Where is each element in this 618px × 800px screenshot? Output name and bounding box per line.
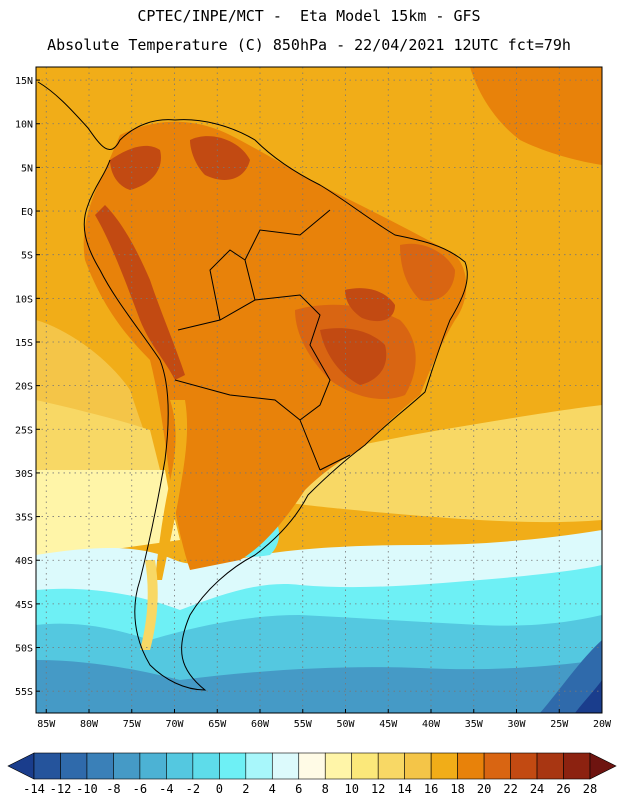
- lat-tick-label: 10N: [15, 120, 33, 131]
- colorbar-segment: [271, 752, 300, 780]
- lon-tick-label: 35W: [465, 719, 484, 730]
- colorbar-segment: [192, 752, 220, 780]
- map-title-line-2: Absolute Temperature (C) 850hPa - 22/04/…: [47, 36, 571, 54]
- colorbar-segment: [404, 752, 432, 780]
- colorbar-tick-label: 18: [450, 782, 464, 796]
- lon-tick-label: 65W: [208, 719, 227, 730]
- lon-tick-label: 45W: [379, 719, 398, 730]
- lon-tick-label: 85W: [37, 719, 56, 730]
- lat-tick-label: EQ: [21, 207, 33, 218]
- lon-tick-label: 30W: [507, 719, 526, 730]
- colorbar-tick-label: 4: [269, 782, 276, 796]
- lat-tick-label: 45S: [15, 600, 33, 611]
- lon-tick-label: 75W: [123, 719, 142, 730]
- colorbar-tick-label: -6: [133, 782, 147, 796]
- colorbar-segment: [60, 752, 88, 780]
- colorbar-segment: [457, 752, 485, 780]
- lon-tick-label: 60W: [251, 719, 270, 730]
- colorbar-tick-label: -12: [50, 782, 72, 796]
- colorbar-arrow-max: [589, 752, 617, 780]
- colorbar-segment: [430, 752, 458, 780]
- colorbar-segment: [113, 752, 141, 780]
- lon-tick-label: 40W: [422, 719, 441, 730]
- lon-tick-label: 50W: [336, 719, 355, 730]
- lat-lon-grid: [36, 67, 602, 713]
- colorbar-tick-label: 20: [477, 782, 491, 796]
- lon-tick-label: 55W: [294, 719, 313, 730]
- lat-tick-label: 55S: [15, 687, 33, 698]
- colorbar-tick-label: -8: [106, 782, 120, 796]
- lat-tick-label: 5S: [21, 251, 33, 262]
- colorbar-segment: [510, 752, 538, 780]
- colorbar-segment: [536, 752, 564, 780]
- lat-tick-label: 5N: [21, 163, 33, 174]
- colorbar-segment: [324, 752, 353, 780]
- lat-tick-label: 15N: [15, 76, 33, 87]
- colorbar-segment: [139, 752, 167, 780]
- colorbar-tick-label: 26: [556, 782, 570, 796]
- colorbar-tick-label: 6: [295, 782, 302, 796]
- colorbar-tick-label: -14: [23, 782, 45, 796]
- lat-tick-label: 15S: [15, 338, 33, 349]
- colorbar-segment: [563, 752, 591, 780]
- colorbar-segment: [298, 752, 326, 780]
- colorbar-tick-label: -2: [186, 782, 200, 796]
- lat-tick-label: 40S: [15, 556, 33, 567]
- lat-tick-label: 35S: [15, 513, 33, 524]
- colorbar-segment: [166, 752, 194, 780]
- colorbar-tick-label: 0: [216, 782, 223, 796]
- lat-tick-label: 20S: [15, 382, 33, 393]
- colorbar-tick-label: 2: [242, 782, 249, 796]
- colorbar-tick-label: 10: [344, 782, 358, 796]
- colorbar-tick-label: 22: [503, 782, 517, 796]
- colorbar-tick-label: -4: [159, 782, 173, 796]
- colorbar-segment: [483, 752, 511, 780]
- map-title-line-1: CPTEC/INPE/MCT - Eta Model 15km - GFS: [137, 7, 481, 25]
- colorbar-segment: [377, 752, 405, 780]
- lon-tick-label: 20W: [593, 719, 612, 730]
- lat-tick-label: 10S: [15, 294, 33, 305]
- colorbar-segment: [33, 752, 61, 780]
- colorbar-tick-label: 12: [371, 782, 385, 796]
- colorbar-segment: [219, 752, 247, 780]
- colorbar-segment: [245, 752, 273, 780]
- coastline: [37, 81, 468, 691]
- lon-tick-label: 80W: [80, 719, 99, 730]
- lat-tick-label: 25S: [15, 425, 33, 436]
- temperature-field: [36, 67, 602, 713]
- colorbar-arrow-min: [7, 752, 35, 780]
- lon-tick-label: 25W: [550, 719, 569, 730]
- colorbar-tick-label: 14: [397, 782, 411, 796]
- colorbar-tick-label: 16: [424, 782, 438, 796]
- lat-tick-label: 30S: [15, 469, 33, 480]
- colorbar: -14 -12 -10 -8 -6 -4 -2 0 2 4 6 8 10 12 14 16 18 20 22 24 26…: [7, 752, 617, 796]
- lat-tick-label: 50S: [15, 644, 33, 655]
- colorbar-segment: [86, 752, 114, 780]
- colorbar-segment: [351, 752, 379, 780]
- lon-tick-label: 70W: [165, 719, 184, 730]
- colorbar-tick-label: -10: [76, 782, 98, 796]
- colorbar-tick-label: 28: [583, 782, 597, 796]
- colorbar-tick-label: 8: [322, 782, 329, 796]
- colorbar-tick-label: 24: [530, 782, 544, 796]
